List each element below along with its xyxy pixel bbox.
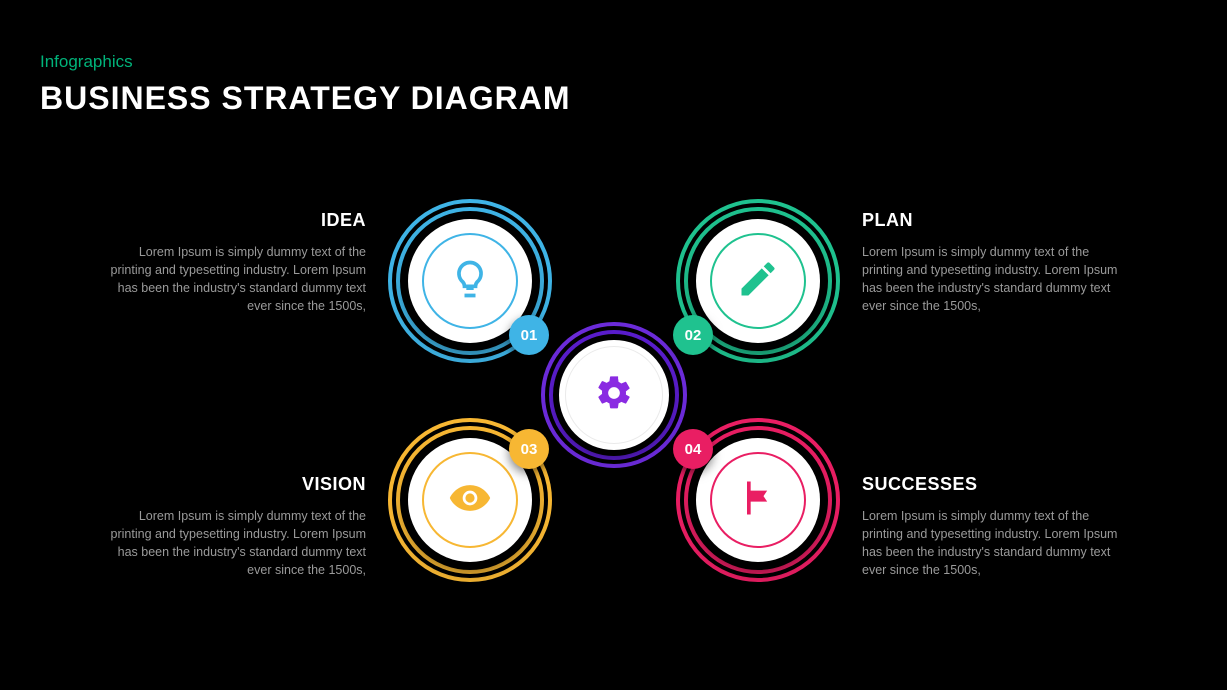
diagram-container: 01 02 03 04 IDEA Lorem Ipsum is simply d… xyxy=(0,0,1227,690)
pencil-icon xyxy=(736,257,780,306)
text-block-idea: IDEA Lorem Ipsum is simply dummy text of… xyxy=(96,210,366,316)
flag-icon xyxy=(736,476,780,525)
node-description: Lorem Ipsum is simply dummy text of the … xyxy=(862,243,1132,316)
node-description: Lorem Ipsum is simply dummy text of the … xyxy=(96,507,366,580)
badge-03: 03 xyxy=(509,429,549,469)
gear-icon xyxy=(594,373,634,418)
node-inner xyxy=(710,233,806,329)
node-inner xyxy=(710,452,806,548)
node-inner xyxy=(422,452,518,548)
node-title: VISION xyxy=(96,474,366,495)
eye-icon xyxy=(448,476,492,525)
badge-01: 01 xyxy=(509,315,549,355)
lightbulb-icon xyxy=(448,257,492,306)
center-node xyxy=(551,332,677,458)
node-title: IDEA xyxy=(96,210,366,231)
text-block-plan: PLAN Lorem Ipsum is simply dummy text of… xyxy=(862,210,1132,316)
node-title: SUCCESSES xyxy=(862,474,1132,495)
node-description: Lorem Ipsum is simply dummy text of the … xyxy=(96,243,366,316)
text-block-successes: SUCCESSES Lorem Ipsum is simply dummy te… xyxy=(862,474,1132,580)
center-inner xyxy=(565,346,663,444)
badge-04: 04 xyxy=(673,429,713,469)
node-title: PLAN xyxy=(862,210,1132,231)
node-description: Lorem Ipsum is simply dummy text of the … xyxy=(862,507,1132,580)
text-block-vision: VISION Lorem Ipsum is simply dummy text … xyxy=(96,474,366,580)
node-inner xyxy=(422,233,518,329)
badge-02: 02 xyxy=(673,315,713,355)
